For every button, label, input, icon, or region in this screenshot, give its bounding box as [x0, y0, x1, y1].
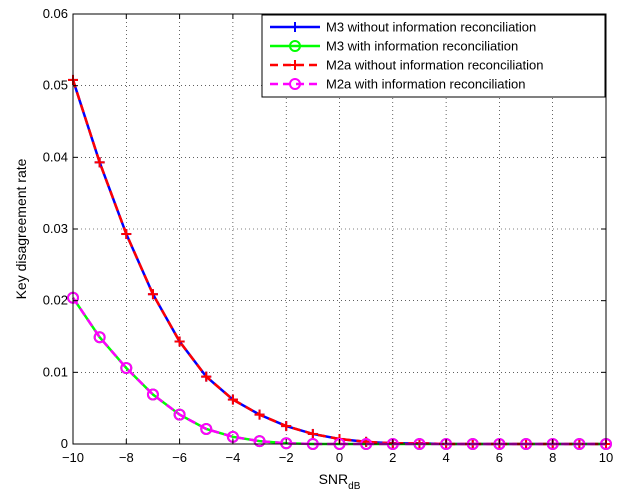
- series-line: [71, 297, 606, 446]
- legend-marker: [289, 78, 301, 90]
- y-tick-label: 0: [61, 436, 68, 451]
- y-tick-label: 0.04: [43, 149, 68, 164]
- x-tick-label: −8: [119, 450, 134, 465]
- y-tick-label: 0.02: [43, 293, 68, 308]
- data-point: [280, 437, 293, 450]
- x-tick-label: −10: [62, 450, 84, 465]
- legend-label: M3 with information reconciliation: [326, 39, 518, 54]
- legend-box: [261, 14, 606, 98]
- data-point: [200, 422, 213, 435]
- y-tick-label: 0.03: [43, 221, 68, 236]
- data-point: [281, 421, 292, 432]
- x-tick-label: −6: [172, 450, 187, 465]
- x-axis-label-main: SNR: [319, 471, 349, 487]
- x-axis-label-subscript: dB: [348, 481, 361, 492]
- x-axis-label: SNRdB: [319, 471, 361, 492]
- series-2: [68, 74, 611, 449]
- data-point: [93, 331, 106, 344]
- data-point: [227, 394, 238, 405]
- data-point: [173, 408, 186, 421]
- legend-item: M3 with information reconciliation: [270, 39, 518, 54]
- data-point: [146, 388, 159, 401]
- x-tick-label: 0: [336, 450, 343, 465]
- legend-item: M2a with information reconciliation: [270, 77, 525, 92]
- data-point: [307, 428, 318, 439]
- x-tick-label: 2: [389, 450, 396, 465]
- y-tick-label: 0.01: [43, 364, 68, 379]
- x-tick-label: 4: [442, 450, 449, 465]
- series-0: [68, 74, 611, 449]
- legend-label: M2a with information reconciliation: [326, 77, 525, 92]
- data-point: [94, 157, 105, 168]
- data-point: [201, 371, 212, 382]
- x-tick-label: −4: [225, 450, 240, 465]
- x-tick-label: 6: [496, 450, 503, 465]
- legend-label: M2a without information reconciliation: [326, 58, 544, 73]
- legend-marker: [290, 22, 300, 32]
- data-point: [254, 409, 265, 420]
- axis-ticks: −10 −8 −6 −4 −2 0 2 4 6 8 10 0 0.01 0.02 0.03 0.04 0.05 0…: [43, 6, 614, 465]
- data-point: [121, 229, 132, 240]
- legend: M3 without information reconciliation M3 …: [261, 14, 606, 98]
- legend-item: M3 without information reconciliation: [270, 20, 536, 35]
- data-point: [120, 362, 133, 375]
- y-tick-label: 0.05: [43, 78, 68, 93]
- data-point: [147, 289, 158, 300]
- legend-item: M2a without information reconciliation: [270, 58, 544, 73]
- data-point: [253, 435, 266, 448]
- data-point: [174, 336, 185, 347]
- y-axis-label: Key disagreement rate: [13, 158, 29, 299]
- series-layer: [67, 74, 612, 450]
- legend-marker: [290, 60, 300, 70]
- legend-label: M3 without information reconciliation: [326, 20, 536, 35]
- x-tick-label: 8: [549, 450, 556, 465]
- x-tick-label: −2: [279, 450, 294, 465]
- legend-marker: [289, 40, 301, 52]
- x-tick-label: 10: [599, 450, 613, 465]
- y-tick-label: 0.06: [43, 6, 68, 21]
